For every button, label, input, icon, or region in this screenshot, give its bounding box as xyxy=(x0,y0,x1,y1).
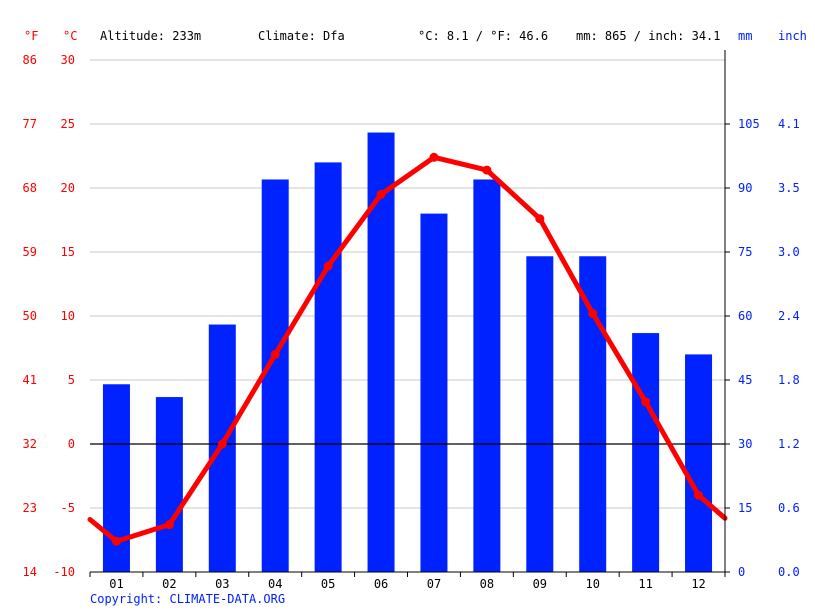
fahrenheit-tick-label: 68 xyxy=(23,181,37,195)
inch-tick-label: 3.0 xyxy=(778,245,800,259)
fahrenheit-tick-label: 41 xyxy=(23,373,37,387)
month-label-05: 05 xyxy=(321,577,335,591)
celsius-tick-label: 10 xyxy=(61,309,75,323)
temperature-point-07 xyxy=(429,152,439,162)
altitude-text: Altitude: 233m xyxy=(100,29,201,43)
month-label-03: 03 xyxy=(215,577,229,591)
inch-tick-label: 1.8 xyxy=(778,373,800,387)
precipitation-bar-12 xyxy=(685,354,713,572)
month-label-06: 06 xyxy=(374,577,388,591)
celsius-tick-label: -5 xyxy=(61,501,75,515)
celsius-tick-label: -10 xyxy=(53,565,75,579)
grid-lines xyxy=(90,59,725,509)
axes xyxy=(89,50,730,577)
inch-unit-label: inch xyxy=(778,29,807,43)
temperature-point-01 xyxy=(111,536,121,546)
fahrenheit-tick-label: 50 xyxy=(23,309,37,323)
millimeter-tick-label: 30 xyxy=(738,437,752,451)
temperature-average-text: °C: 8.1 / °F: 46.6 xyxy=(418,29,548,43)
temperature-point-08 xyxy=(482,165,492,175)
month-label-10: 10 xyxy=(585,577,599,591)
temperature-point-09 xyxy=(535,214,545,224)
fahrenheit-tick-label: 32 xyxy=(23,437,37,451)
month-label-11: 11 xyxy=(638,577,652,591)
precipitation-bar-08 xyxy=(473,179,501,572)
fahrenheit-tick-label: 14 xyxy=(23,565,37,579)
precipitation-total-text: mm: 865 / inch: 34.1 xyxy=(576,29,721,43)
inch-tick-label: 4.1 xyxy=(778,117,800,131)
inch-tick-label: 1.2 xyxy=(778,437,800,451)
millimeter-tick-label: 0 xyxy=(738,565,745,579)
month-label-12: 12 xyxy=(691,577,705,591)
temperature-point-10 xyxy=(588,308,598,318)
copyright-text: Copyright: CLIMATE-DATA.ORG xyxy=(90,592,285,606)
precipitation-bar-07 xyxy=(420,213,448,572)
celsius-tick-label: 30 xyxy=(61,53,75,67)
month-label-08: 08 xyxy=(480,577,494,591)
millimeter-tick-label: 45 xyxy=(738,373,752,387)
temperature-point-05 xyxy=(323,261,333,271)
precipitation-bar-10 xyxy=(579,256,607,572)
millimeter-tick-label: 75 xyxy=(738,245,752,259)
fahrenheit-tick-label: 86 xyxy=(23,53,37,67)
temperature-point-04 xyxy=(270,349,280,359)
celsius-tick-label: 25 xyxy=(61,117,75,131)
month-label-09: 09 xyxy=(533,577,547,591)
temperature-point-11 xyxy=(641,397,651,407)
celsius-tick-label: 0 xyxy=(68,437,75,451)
millimeter-tick-label: 90 xyxy=(738,181,752,195)
temperature-line xyxy=(87,154,728,544)
precipitation-bar-02 xyxy=(155,397,183,572)
celsius-tick-label: 20 xyxy=(61,181,75,195)
precipitation-bar-04 xyxy=(261,179,289,572)
millimeter-tick-label: 60 xyxy=(738,309,752,323)
precipitation-bar-05 xyxy=(314,162,342,572)
temperature-point-12 xyxy=(694,490,704,500)
fahrenheit-tick-label: 23 xyxy=(23,501,37,515)
month-label-04: 04 xyxy=(268,577,282,591)
inch-tick-label: 3.5 xyxy=(778,181,800,195)
fahrenheit-unit-label: °F xyxy=(24,29,38,43)
inch-tick-label: 0.6 xyxy=(778,501,800,515)
celsius-tick-label: 15 xyxy=(61,245,75,259)
precipitation-bars xyxy=(102,132,713,573)
celsius-tick-label: 5 xyxy=(68,373,75,387)
celsius-unit-label: °C xyxy=(63,29,77,43)
month-label-01: 01 xyxy=(109,577,123,591)
month-label-02: 02 xyxy=(162,577,176,591)
temperature-point-06 xyxy=(376,189,386,199)
millimeter-tick-label: 105 xyxy=(738,117,760,131)
climate-text: Climate: Dfa xyxy=(258,29,345,43)
precipitation-bar-09 xyxy=(526,256,554,572)
temperature-line-layer xyxy=(87,152,728,546)
fahrenheit-tick-label: 59 xyxy=(23,245,37,259)
month-label-07: 07 xyxy=(427,577,441,591)
millimeter-unit-label: mm xyxy=(738,29,752,43)
precipitation-bar-11 xyxy=(632,333,660,572)
inch-tick-label: 0.0 xyxy=(778,565,800,579)
tick-labels: 01 02 03 04 05 06 07 08 09 10 11 12 -10 14 -5 23 0 32 5 41 1… xyxy=(23,53,800,591)
temperature-point-02 xyxy=(164,520,174,530)
fahrenheit-tick-label: 77 xyxy=(23,117,37,131)
millimeter-tick-label: 15 xyxy=(738,501,752,515)
temperature-point-03 xyxy=(217,439,227,449)
inch-tick-label: 2.4 xyxy=(778,309,800,323)
